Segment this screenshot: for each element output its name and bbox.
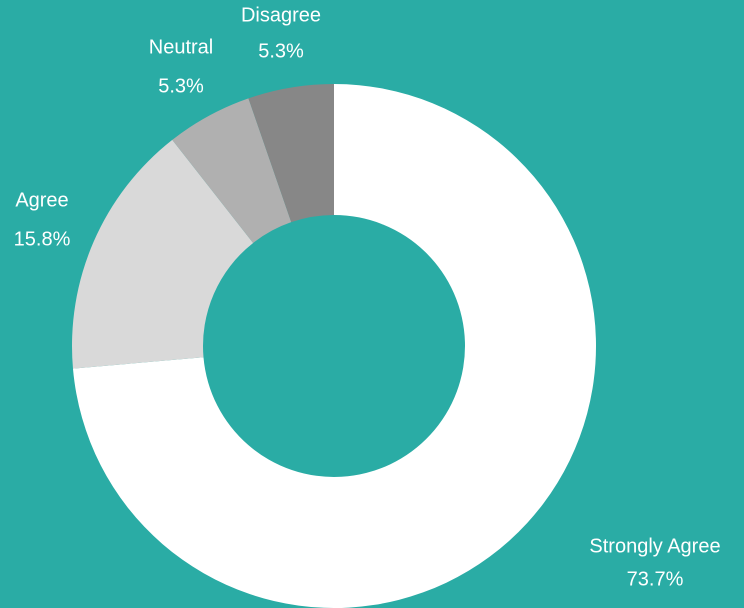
slice-label: Strongly Agree (589, 535, 720, 557)
donut-slice (248, 84, 334, 223)
slice-label: Agree (15, 189, 68, 211)
slice-value-label: 5.3% (258, 40, 304, 62)
slice-value-label: 5.3% (158, 75, 204, 97)
slice-label: Neutral (149, 36, 213, 58)
slice-label: Disagree (241, 4, 321, 26)
donut-slice (72, 84, 596, 608)
donut-slice (72, 139, 254, 369)
slice-value-label: 73.7% (627, 568, 684, 590)
donut-slice (172, 98, 292, 243)
slice-value-label: 15.8% (14, 228, 71, 250)
